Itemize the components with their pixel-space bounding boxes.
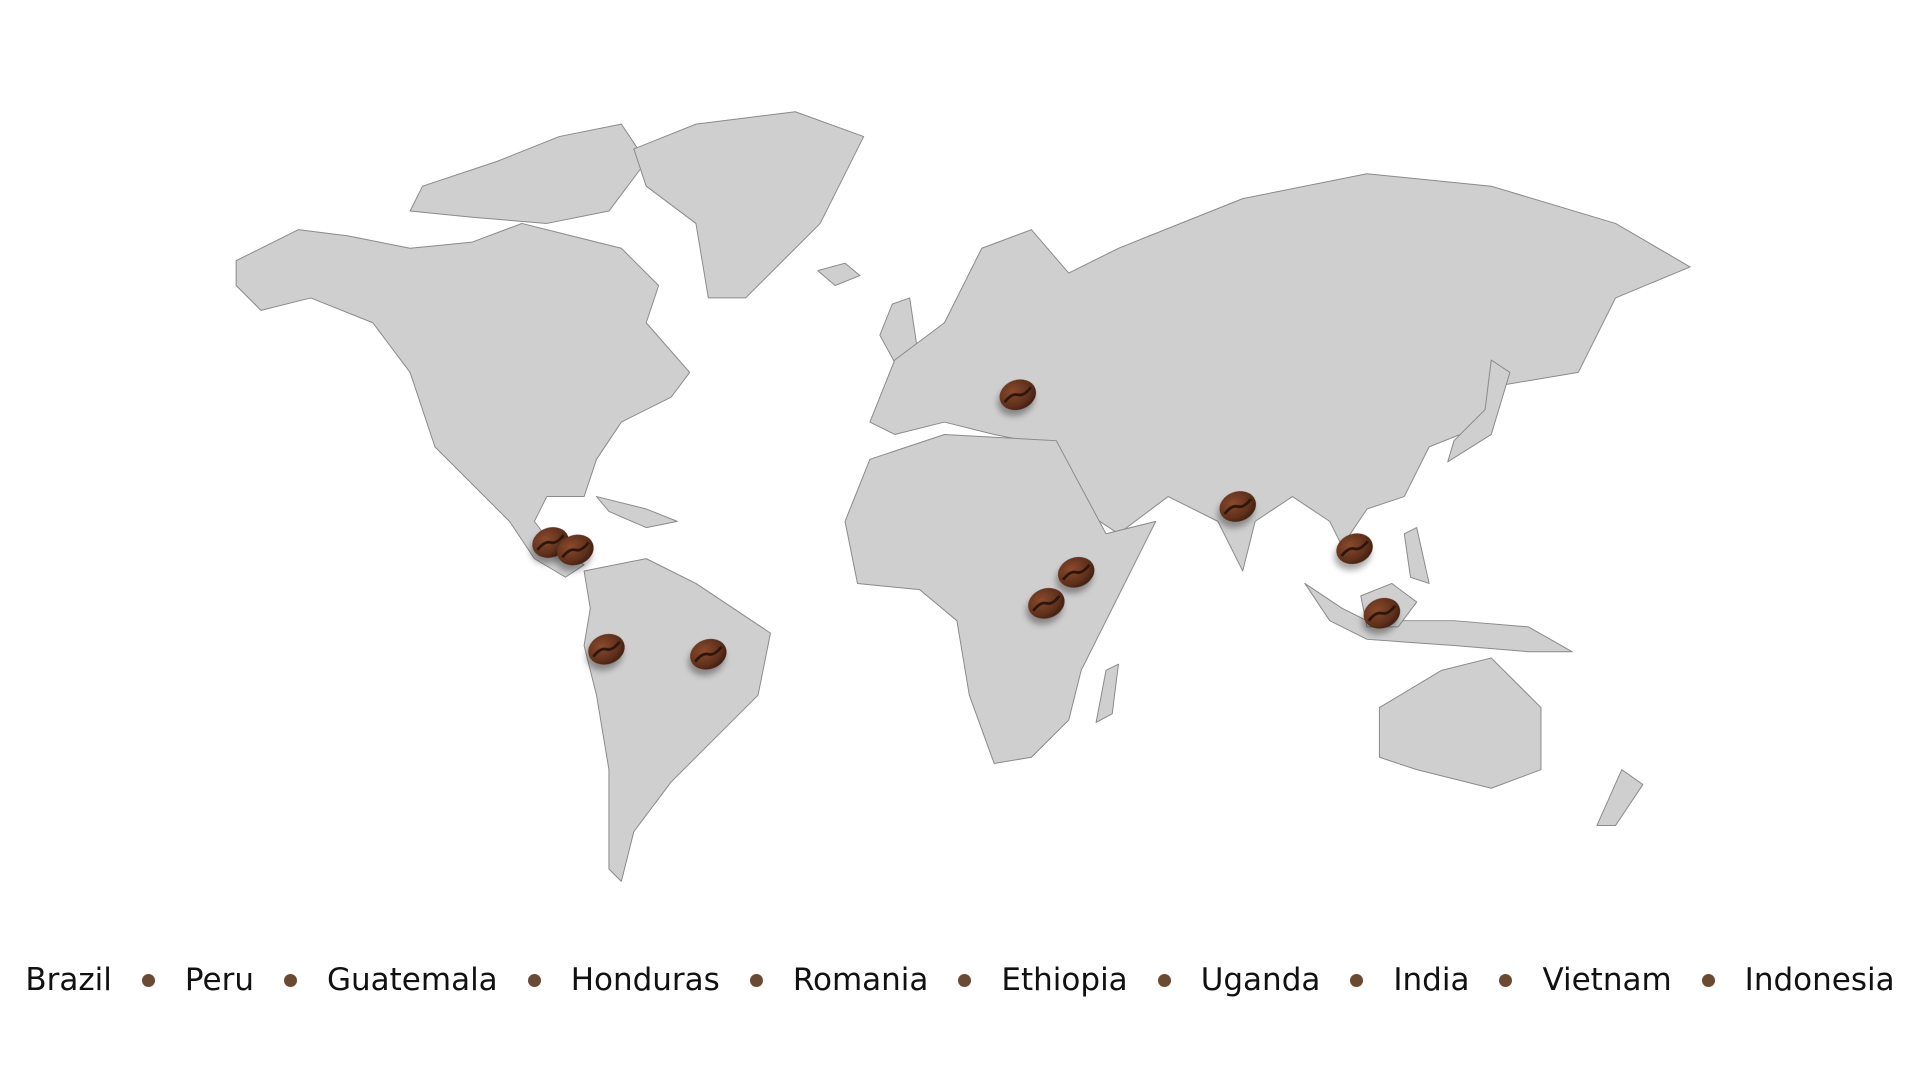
separator-dot-icon <box>527 973 541 987</box>
separator-dot-icon <box>958 973 972 987</box>
legend-item: Indonesia <box>1744 962 1895 998</box>
land-masses <box>235 111 1691 882</box>
legend-item: Guatemala <box>326 962 498 998</box>
separator-dot-icon <box>1701 973 1715 987</box>
coffee-bean-icon <box>1336 533 1373 565</box>
separator-dot-icon <box>1350 973 1364 987</box>
north-america <box>235 222 691 578</box>
legend-item: Uganda <box>1200 962 1321 998</box>
legend-item: India <box>1393 962 1470 998</box>
iceland <box>817 262 861 287</box>
caribbean <box>596 496 678 529</box>
africa <box>844 433 1157 764</box>
legend-item: Vietnam <box>1542 962 1672 998</box>
coffee-bean-icon <box>999 379 1037 411</box>
legend-item: Peru <box>184 962 254 998</box>
coffee-bean-icon <box>1028 587 1065 619</box>
coffee-bean-icon <box>1363 597 1401 629</box>
legend-item: Honduras <box>570 962 720 998</box>
greenland <box>633 111 865 299</box>
indonesia <box>1304 582 1573 653</box>
legend-item: Brazil <box>25 962 112 998</box>
australia <box>1378 657 1542 789</box>
separator-dot-icon <box>141 973 155 987</box>
coffee-bean-icon <box>588 633 625 665</box>
new-zealand <box>1596 769 1644 827</box>
legend-item: Romania <box>792 962 929 998</box>
coffee-bean-icon <box>690 638 727 670</box>
separator-dot-icon <box>283 973 297 987</box>
madagascar <box>1095 663 1119 723</box>
south-america <box>583 558 771 882</box>
coffee-bean-icon <box>1057 556 1095 588</box>
philippines <box>1403 527 1430 584</box>
japan <box>1447 359 1511 463</box>
legend-item: Ethiopia <box>1001 962 1128 998</box>
separator-dot-icon <box>749 973 763 987</box>
country-legend: Brazil Peru Guatemala Honduras Romania Ethiop… <box>0 962 1920 998</box>
separator-dot-icon <box>1499 973 1513 987</box>
coffee-bean-icon <box>1219 491 1256 522</box>
separator-dot-icon <box>1157 973 1171 987</box>
coffee-bean-icon <box>557 534 594 566</box>
arctic-islands <box>409 123 647 224</box>
coffee-markers <box>532 379 1401 670</box>
